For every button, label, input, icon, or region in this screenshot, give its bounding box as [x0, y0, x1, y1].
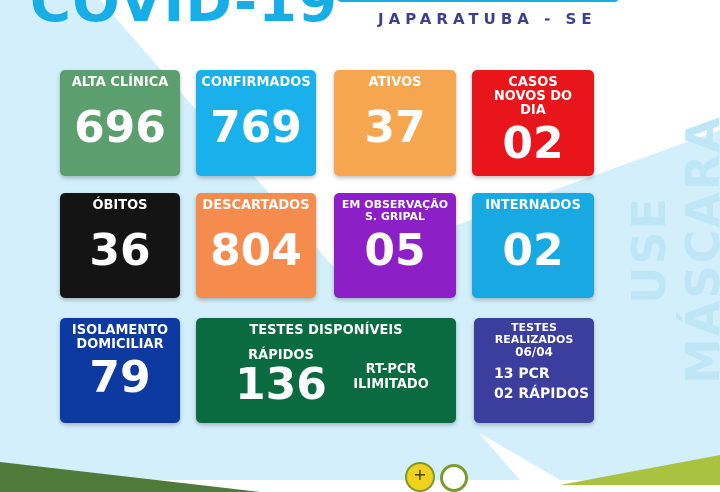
card-label: ALTA CLÍNICA [71, 75, 169, 90]
card-label: CONFIRMADOS [201, 75, 311, 90]
rtpcr-value: ILIMITADO [353, 377, 429, 392]
card-value: 696 [74, 102, 166, 153]
card-value: 79 [89, 352, 151, 403]
card-label: ATIVOS [368, 75, 422, 90]
card-label: ISOLAMENTO DOMICILIAR [71, 323, 169, 352]
card-confirmados: CONFIRMADOS 769 [196, 70, 316, 176]
rtpcr-label: RT-PCR [365, 362, 417, 377]
card-ativos: ATIVOS 37 [334, 70, 456, 176]
card-value: 02 [502, 225, 564, 276]
rapidos-label: RÁPIDOS [248, 348, 314, 363]
card-value: 05 [364, 225, 426, 276]
card-alta-clinica: ALTA CLÍNICA 696 [60, 70, 180, 176]
page-title: COVID-19 [30, 0, 339, 35]
card-descartados: DESCARTADOS 804 [196, 193, 316, 298]
card-label: DESCARTADOS [202, 198, 310, 213]
card-isolamento: ISOLAMENTO DOMICILIAR 79 [60, 318, 180, 423]
card-label: EM OBSERVAÇÃO S. GRIPAL [341, 198, 449, 223]
pcr-count: 13 PCR [494, 366, 550, 382]
card-value: 804 [210, 225, 302, 276]
card-casos-novos: CASOS NOVOS DO DIA 02 [472, 70, 594, 176]
card-label: ÓBITOS [92, 198, 148, 213]
card-obitos: ÓBITOS 36 [60, 193, 180, 298]
card-testes-disponiveis: TESTES DISPONÍVEIS RÁPIDOS 136 RT-PCR IL… [196, 318, 456, 423]
card-label: INTERNADOS [485, 198, 581, 213]
card-value: 769 [210, 102, 302, 153]
card-label: CASOS NOVOS DO DIA [493, 75, 573, 118]
card-internados: INTERNADOS 02 [472, 193, 594, 298]
city-label: JAPARATUBA - SE [378, 10, 597, 28]
logo-icon [440, 464, 468, 492]
card-em-observacao: EM OBSERVAÇÃO S. GRIPAL 05 [334, 193, 456, 298]
card-label: TESTES REALIZADOS [494, 321, 574, 346]
card-value: 02 [502, 118, 564, 169]
rapidos-count: 02 RÁPIDOS [494, 386, 590, 402]
card-testes-realizados: TESTES REALIZADOS 06/04 13 PCR 02 RÁPIDO… [474, 318, 594, 423]
tests-date: 06/04 [515, 345, 553, 359]
rapidos-value: 136 [235, 359, 327, 410]
use-mask-text: USE MÁSCARA [622, 115, 720, 385]
card-value: 37 [364, 102, 426, 153]
card-value: 36 [89, 225, 151, 276]
header-banner [336, 0, 620, 2]
card-label: TESTES DISPONÍVEIS [249, 323, 403, 338]
logo-icon: + [405, 462, 435, 492]
